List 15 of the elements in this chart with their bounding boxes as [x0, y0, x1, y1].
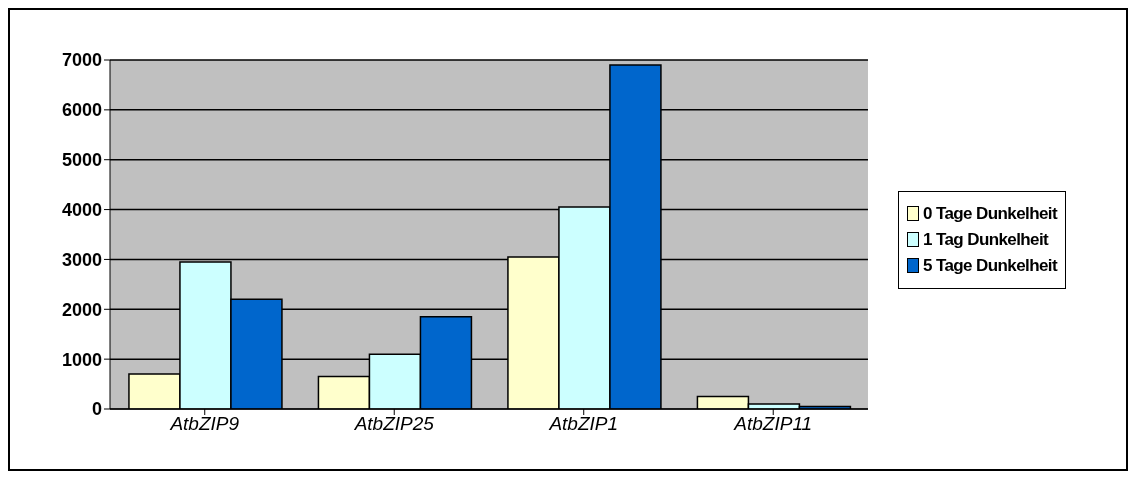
y-tick-label: 6000 — [61, 100, 102, 121]
y-tick-label: 3000 — [61, 249, 102, 270]
y-tick-label: 2000 — [61, 299, 102, 320]
legend-label: 0 Tage Dunkelheit — [921, 203, 1057, 224]
y-tick-label: 7000 — [61, 50, 102, 71]
x-tick-label: AtbZIP25 — [353, 413, 435, 435]
legend-label: 5 Tage Dunkelheit — [921, 255, 1057, 276]
x-tick-label: AtbZIP1 — [548, 413, 619, 435]
legend-label: 1 Tag Dunkelheit — [921, 229, 1050, 250]
y-tick-label: 1000 — [61, 349, 102, 370]
y-tick-label: 0 — [91, 399, 102, 420]
x-tick-label: AtbZIP9 — [169, 413, 240, 435]
x-tick-label: AtbZIP11 — [733, 413, 813, 435]
y-tick-label: 5000 — [61, 150, 102, 171]
y-tick-label: 4000 — [61, 199, 102, 220]
